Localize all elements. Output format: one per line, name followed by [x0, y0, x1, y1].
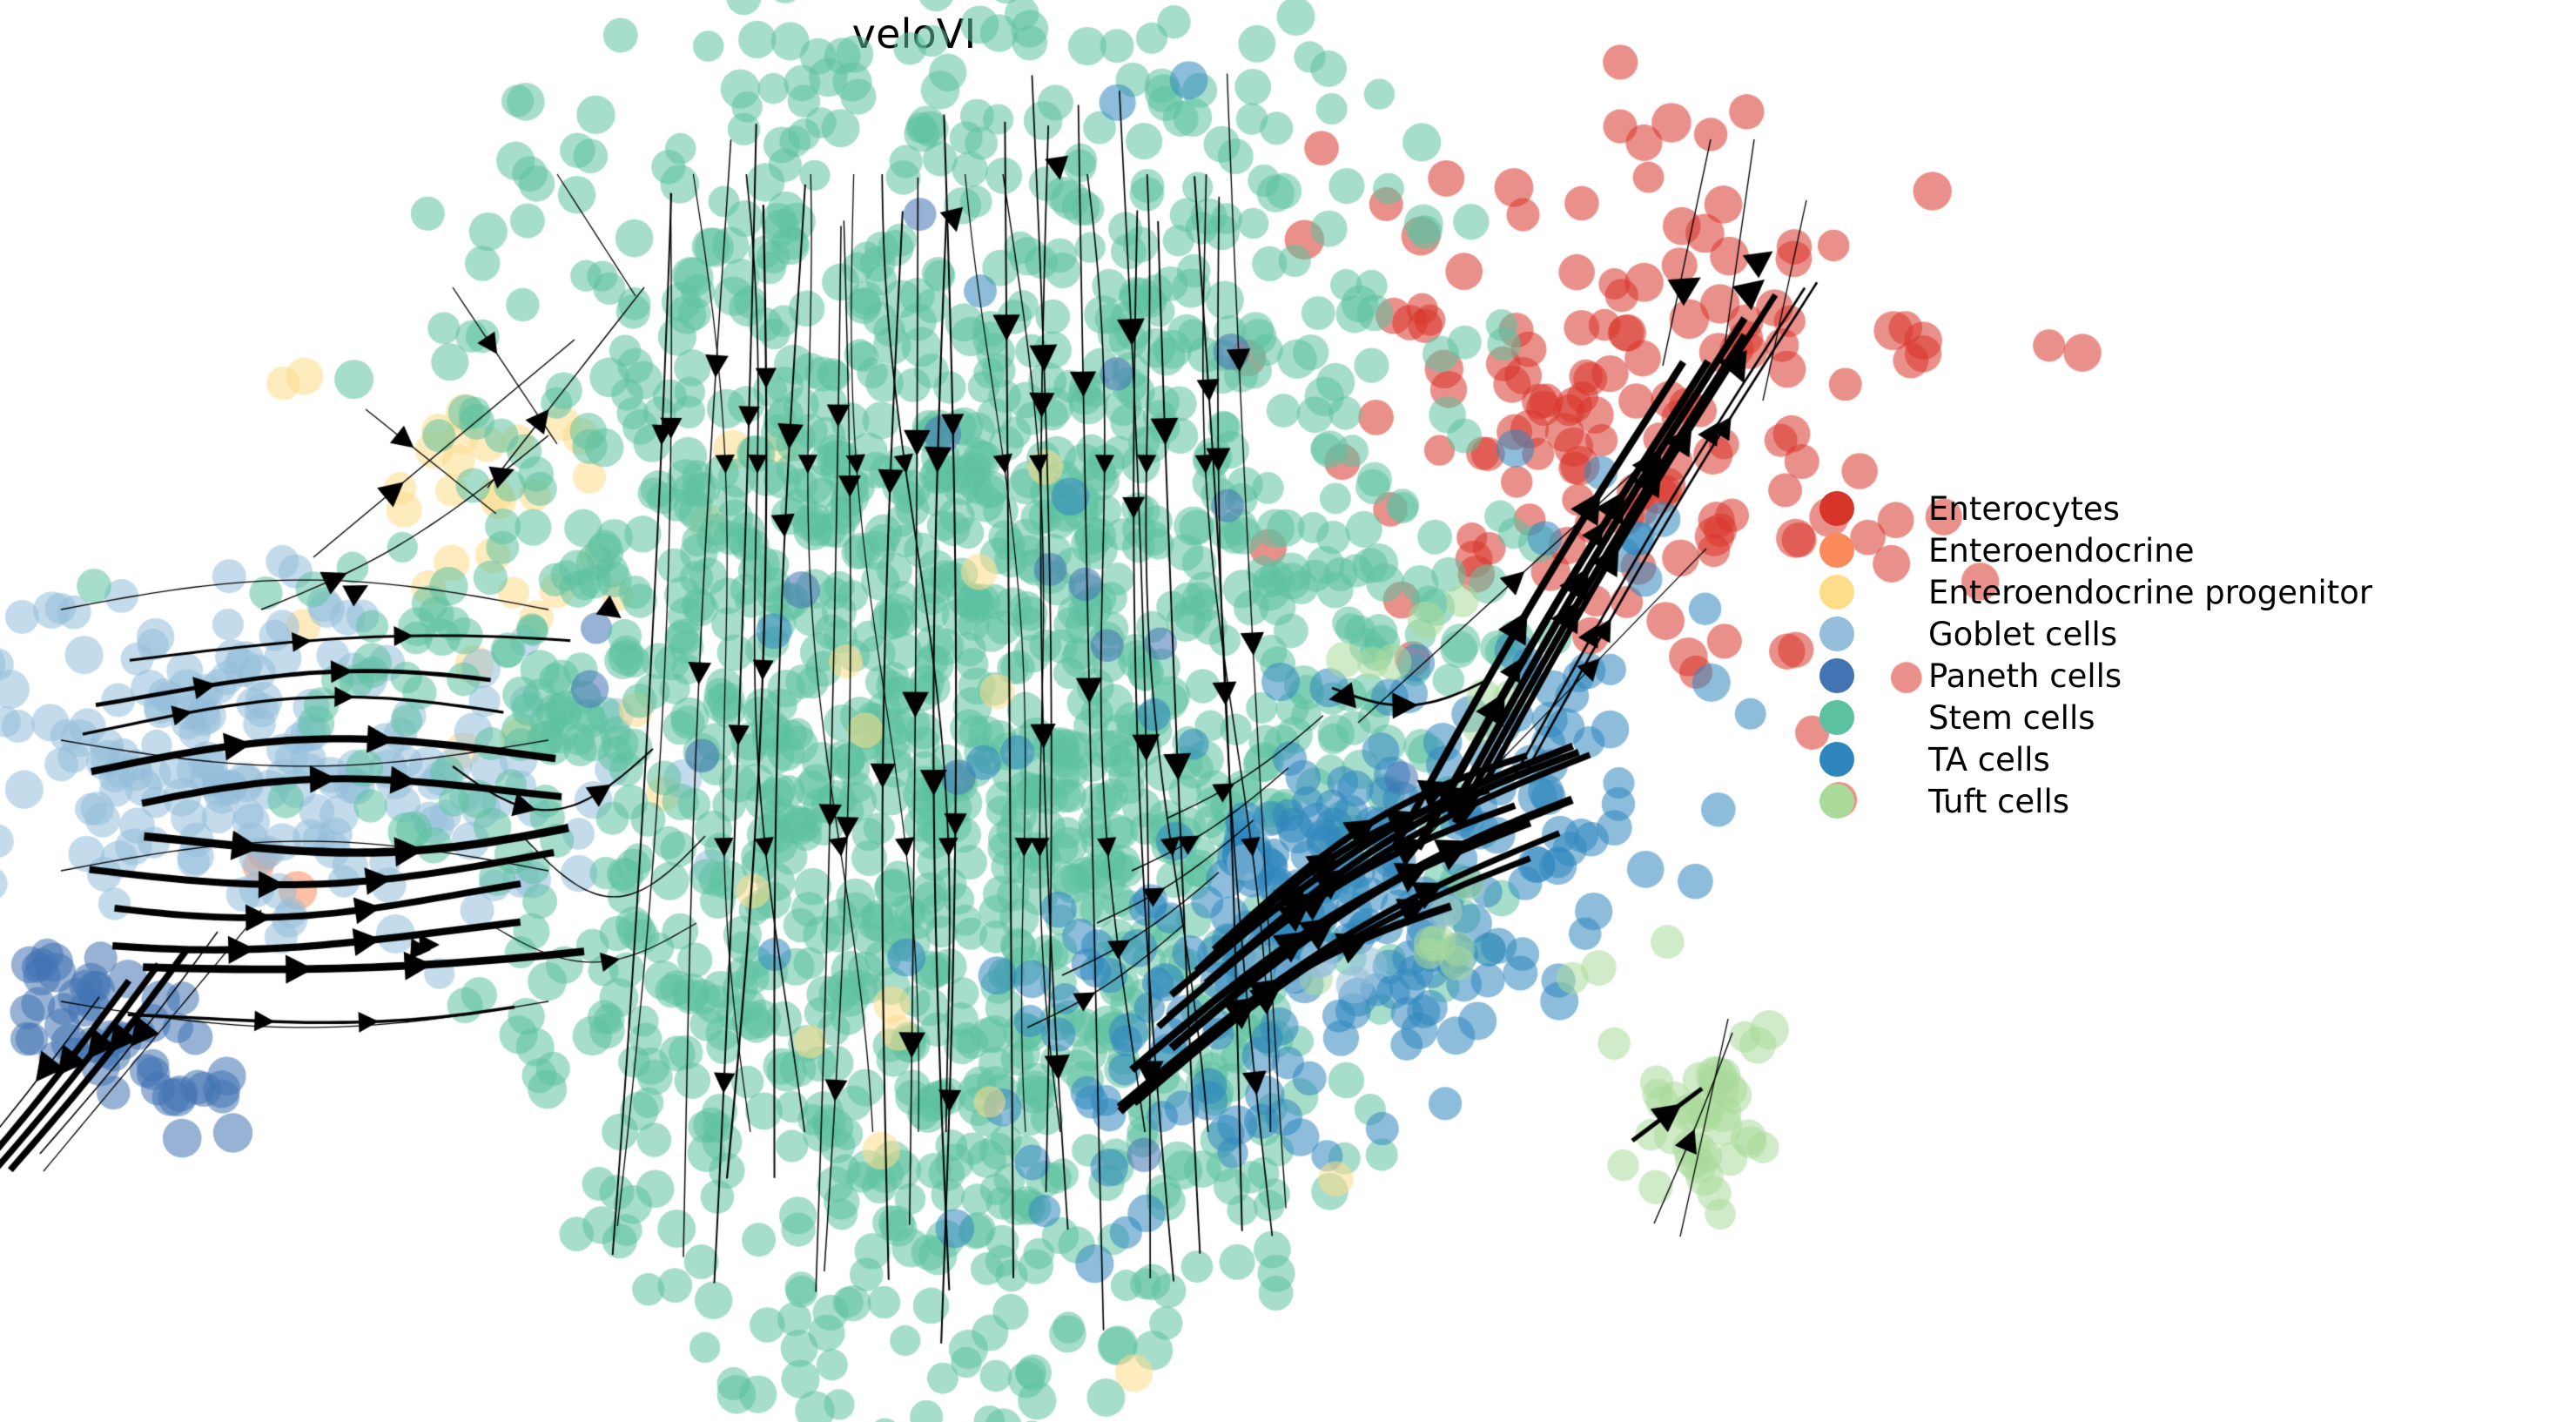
- legend-item[interactable]: Tuft cells: [1819, 780, 2372, 822]
- legend-item-label: Enterocytes: [1928, 489, 2120, 528]
- circle-marker-icon: [1819, 533, 1854, 568]
- legend: Enterocytes Enteroendocrine Enteroendocrin…: [1819, 488, 2372, 822]
- legend-item-label: Paneth cells: [1928, 657, 2122, 695]
- legend-item[interactable]: Enterocytes: [1819, 488, 2372, 529]
- legend-item-label: Enteroendocrine: [1928, 531, 2195, 569]
- legend-item[interactable]: Enteroendocrine progenitor: [1819, 571, 2372, 613]
- legend-item-label: TA cells: [1928, 740, 2050, 778]
- legend-item-label: Tuft cells: [1928, 782, 2070, 820]
- legend-item[interactable]: Stem cells: [1819, 697, 2372, 738]
- legend-item[interactable]: Enteroendocrine: [1819, 529, 2372, 571]
- legend-item-label: Stem cells: [1928, 698, 2095, 737]
- circle-marker-icon: [1819, 742, 1854, 777]
- circle-marker-icon: [1819, 658, 1854, 693]
- legend-item[interactable]: TA cells: [1819, 738, 2372, 780]
- circle-marker-icon: [1819, 700, 1854, 735]
- legend-item-label: Enteroendocrine progenitor: [1928, 573, 2373, 611]
- circle-marker-icon: [1819, 617, 1854, 651]
- legend-item-label: Goblet cells: [1928, 615, 2118, 653]
- circle-marker-icon: [1819, 575, 1854, 610]
- circle-marker-icon: [1819, 784, 1854, 819]
- legend-item[interactable]: Paneth cells: [1819, 655, 2372, 697]
- legend-item[interactable]: Goblet cells: [1819, 613, 2372, 655]
- circle-marker-icon: [1819, 491, 1854, 526]
